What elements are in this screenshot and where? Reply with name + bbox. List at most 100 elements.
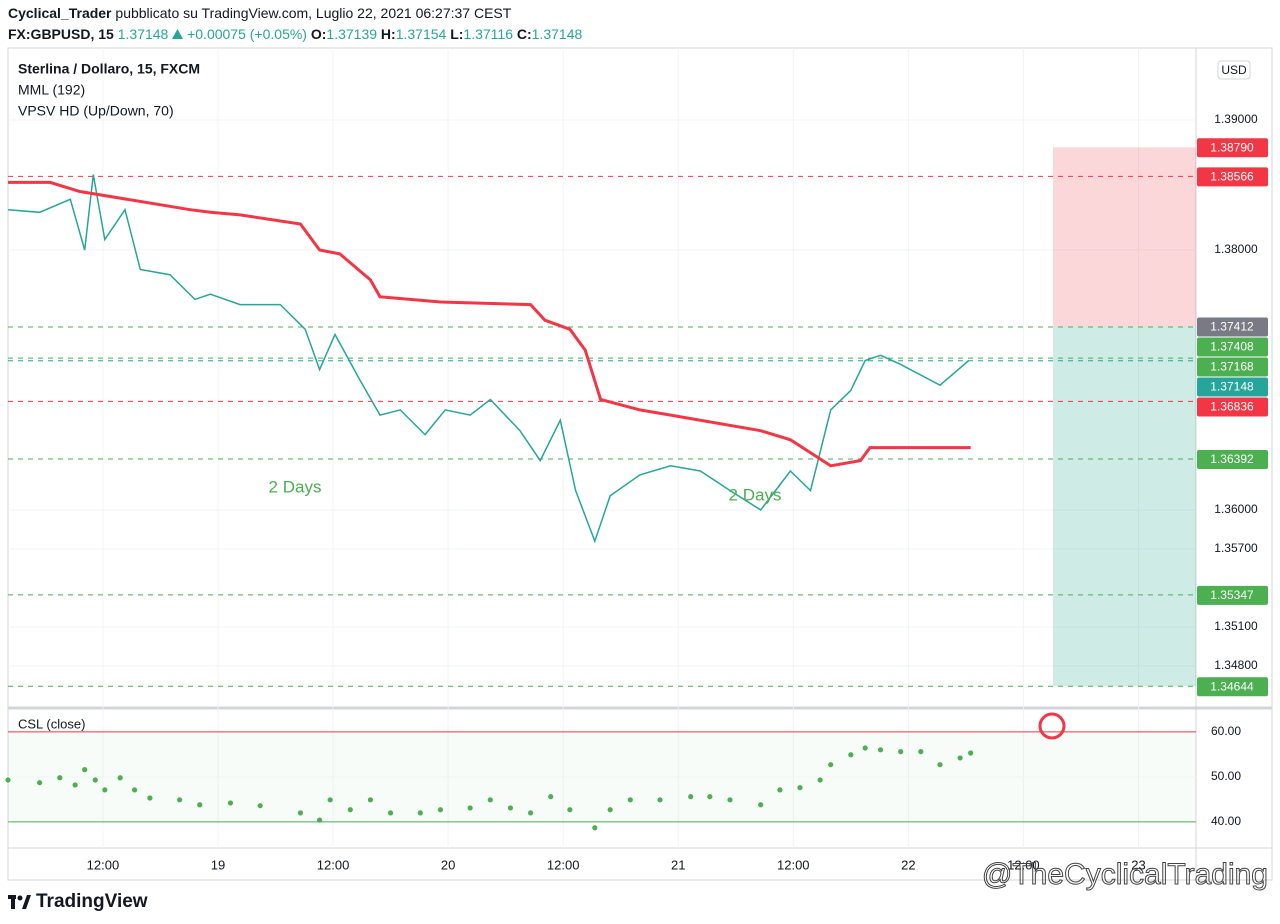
csl-dot [898,749,904,755]
csl-dot [387,810,394,816]
x-tick-label: 22 [901,857,915,872]
price-tag [1197,167,1268,187]
x-tick-label: 20 [441,857,455,872]
csl-dot [92,777,98,783]
last-price: 1.37148 [117,26,169,42]
logo [8,895,31,909]
c-label: C: [516,26,532,42]
csl-dot [777,787,783,793]
up-icon [172,29,184,39]
csl-dot [57,775,63,781]
symbol: FX:GBPUSD, 15 [8,26,114,42]
price-tag-label: 1.36836 [1210,400,1254,414]
series-title: Sterlina / Dollaro, 15, FXCM [18,61,200,77]
csl-dot [437,807,444,813]
change: +0.00075 (+0.05%) [187,26,307,42]
csl-dot [797,785,803,791]
currency-box [1217,60,1251,80]
price-tag [1197,585,1268,605]
x-tick-label: 12:00 [87,857,120,872]
y-tick-label: 1.39000 [1214,112,1258,126]
price-tag-label: 1.37408 [1210,340,1254,354]
csl-dot [937,762,943,768]
csl-dot [82,767,88,773]
frame [7,47,1273,881]
price-tag-label: 1.38566 [1210,170,1254,184]
csl-dot [327,797,333,803]
y-tick-label: 1.38000 [1214,242,1258,256]
csl-dot [507,805,514,811]
l-label: L: [450,26,464,42]
csl-dot [527,810,534,816]
price-tag-label: 1.37168 [1210,360,1254,374]
price-tag-label: 1.37412 [1210,320,1254,334]
price-tag [1197,397,1268,417]
h-label: H: [380,26,396,42]
currency: USD [1221,63,1247,77]
author: Cyclical_Trader [8,5,112,21]
csl-dot [848,752,854,758]
csl-dot [918,749,924,755]
price-tag [1197,138,1268,158]
h: 1.37154 [395,26,447,42]
annotation: 2 Days [269,477,322,496]
price-tag-label: 1.38790 [1210,140,1254,154]
csl-dot [548,794,554,800]
csl-dot [592,825,598,831]
x-tick-label: 12:00 [547,857,580,872]
x-tick-label: 12:00 [1007,857,1040,872]
brand: TradingView [36,891,148,912]
y-tick-label: 1.35700 [1214,541,1258,555]
csl-dot [957,755,963,761]
csl-dot [227,800,234,806]
series-line [8,180,971,468]
csl-dot [727,797,733,803]
series-title: MML (192) [18,82,85,98]
csl-dot [317,817,323,823]
price-tag-label: 1.35347 [1210,588,1254,602]
csl-dot [467,805,473,811]
price-tag [1197,317,1268,337]
series-line [7,174,970,544]
o: 1.37139 [326,26,378,42]
y-tick-label: 40.00 [1211,814,1241,828]
csl-dot [707,794,713,800]
csl-dot [817,777,823,783]
csl-dot [177,797,183,803]
price-tag-label: 1.36392 [1210,452,1254,466]
c: 1.37148 [531,26,583,42]
csl-dot [197,802,203,808]
csl-dot [688,794,694,800]
stop-zone [1053,147,1196,327]
csl-dot [297,810,304,816]
price-tag [1197,450,1268,470]
csl-dot [968,750,974,756]
y-tick-label: 1.35100 [1214,619,1258,633]
x-tick-label: 12:00 [777,857,810,872]
csl-dot [607,807,613,813]
csl-dot [367,797,374,803]
price-tag-label: 1.34644 [1210,679,1254,693]
csl-dot [828,762,834,768]
l: 1.37116 [463,26,513,42]
csl-dot [627,797,633,803]
x-tick-label: 12:00 [317,857,350,872]
csl-dot [72,782,78,788]
y-tick-label: 1.34800 [1214,658,1258,672]
price-tag [1197,357,1268,377]
price-tag-label: 1.37148 [1210,380,1254,394]
price-tag [1197,337,1268,357]
o-label: O: [310,26,327,42]
target-zone [1053,326,1196,687]
csl-dot [131,787,138,793]
y-tick-label: 50.00 [1211,769,1241,783]
csl-dot [862,745,868,751]
plot: 12:00 19 12:00 20 12:00 21 12:00 22 12:00 23 1.390… [5,48,1268,872]
x-tick-label: 19 [211,857,225,872]
csl-dot [5,777,11,783]
csl-dot [102,787,108,793]
csl-dot [417,810,423,816]
annotation: 2 Days [729,485,782,504]
